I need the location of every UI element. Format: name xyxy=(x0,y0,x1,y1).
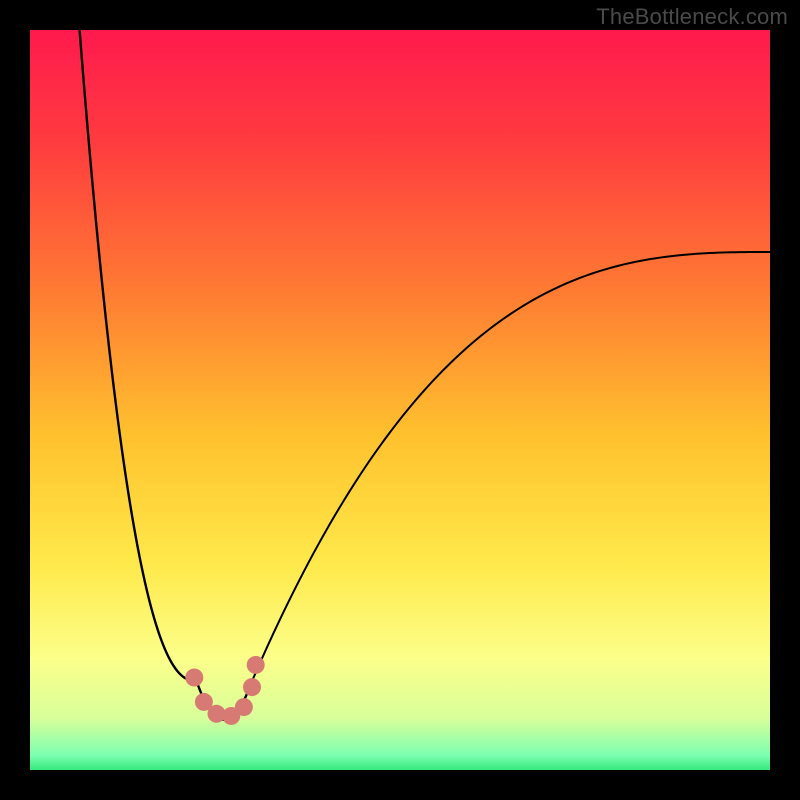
watermark-text: TheBottleneck.com xyxy=(596,4,788,30)
gradient-background xyxy=(30,30,770,770)
valley-dot xyxy=(185,669,203,687)
valley-dot xyxy=(243,678,261,696)
valley-dot xyxy=(247,656,265,674)
bottleneck-curve-chart xyxy=(0,0,800,800)
valley-dot xyxy=(235,698,253,716)
